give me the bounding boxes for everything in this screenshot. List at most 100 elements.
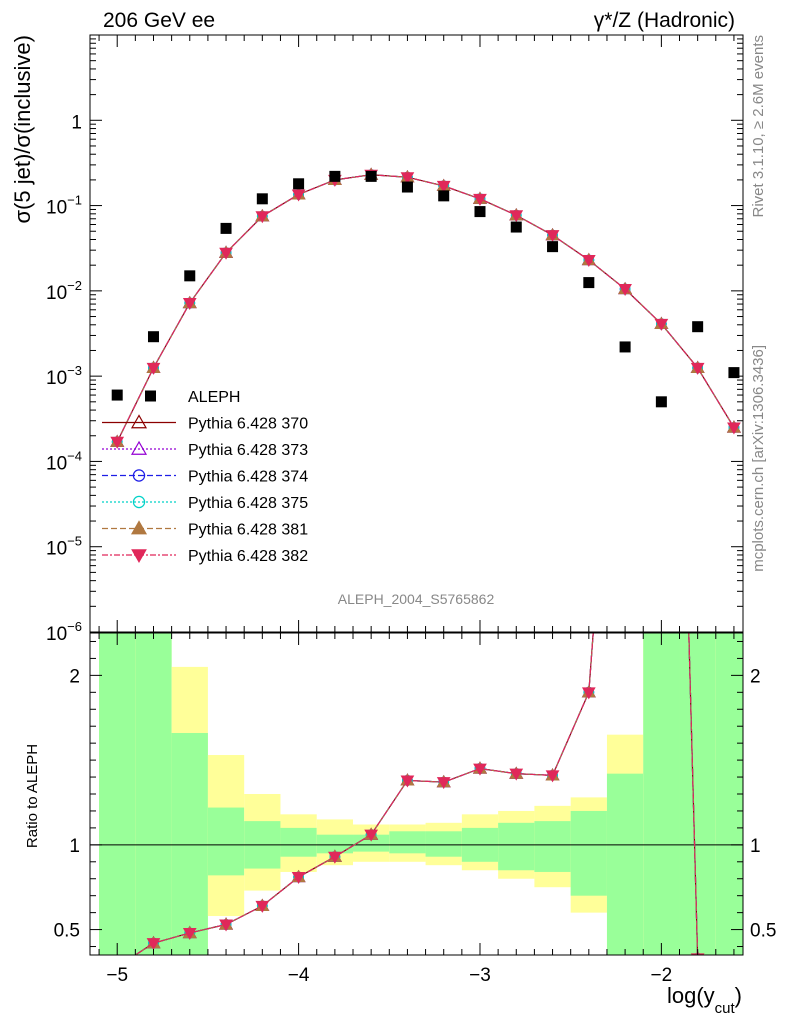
ratio-y-tick-label-right: 2 xyxy=(750,666,761,687)
ratio-marker xyxy=(219,919,233,932)
y-tick-label: 10−5 xyxy=(46,534,82,560)
ratio-y-tick-label: 0.5 xyxy=(54,921,80,942)
mc-marker xyxy=(509,210,524,223)
ratio-marker xyxy=(436,777,451,790)
data-point xyxy=(220,222,232,234)
y-tick-exponent: −4 xyxy=(67,448,82,463)
main-frame xyxy=(89,34,744,633)
x-axis-title: log(ycut) xyxy=(667,983,742,1017)
data-point xyxy=(365,170,377,182)
y-tick-exponent: −2 xyxy=(67,278,82,293)
data-point xyxy=(147,331,159,343)
legend-marker xyxy=(132,495,146,509)
data-point xyxy=(728,367,740,379)
ratio-marker xyxy=(146,938,161,951)
data-point xyxy=(583,277,595,289)
data-point xyxy=(692,321,704,333)
mc-marker xyxy=(473,193,487,206)
mc-marker xyxy=(291,189,306,202)
legend-label: Pythia 6.428 374 xyxy=(188,469,308,486)
ratio-marker xyxy=(581,687,596,700)
data-point xyxy=(474,206,486,218)
mc-marker xyxy=(182,298,197,311)
legend-marker-data xyxy=(145,390,156,402)
ratio-marker xyxy=(255,900,270,913)
y-tick-exponent: −1 xyxy=(67,193,82,208)
mc-marker xyxy=(436,180,451,193)
axes-ticks: −5 −4 −3 −2 10−6 10−5 10−4 10−3 10−2 10−1 1 0.5 0.5 1… xyxy=(46,35,776,986)
legend-label: ALEPH xyxy=(188,389,240,406)
y-tick-label: 10−2 xyxy=(46,278,82,304)
ratio-marker xyxy=(400,775,415,788)
mc-marker xyxy=(545,230,560,243)
mc-marker xyxy=(727,422,741,435)
green-band-bin xyxy=(353,834,390,852)
legend-marker xyxy=(132,469,146,482)
x-tick-label: −4 xyxy=(288,965,310,986)
legend-marker xyxy=(131,549,147,564)
legend-marker xyxy=(130,520,148,535)
data-point xyxy=(329,170,341,182)
data-point xyxy=(401,181,413,193)
legend-label: Pythia 6.428 373 xyxy=(188,442,308,459)
ratio-marker xyxy=(545,770,560,783)
ratio-marker xyxy=(328,851,342,864)
y-tick-exponent: −5 xyxy=(67,534,82,549)
mc-marker xyxy=(400,172,415,185)
mc-marker xyxy=(219,247,233,260)
data-point xyxy=(547,241,559,253)
legend-label: Pythia 6.428 370 xyxy=(188,416,308,433)
y-tick-label: 10−6 xyxy=(46,619,82,645)
ratio-y-tick-label: 2 xyxy=(69,666,80,687)
mc-marker xyxy=(654,318,669,331)
ratio-y-tick-label: 1 xyxy=(69,836,80,857)
ratio-y-tick-label-right: 0.5 xyxy=(750,921,776,942)
mc-line xyxy=(116,174,735,443)
main-curves xyxy=(110,167,741,449)
green-band-bin xyxy=(171,732,208,955)
mc-marker xyxy=(146,362,161,375)
data-point xyxy=(510,221,522,233)
green-band-bin xyxy=(135,633,172,955)
legend-label: Pythia 6.428 382 xyxy=(188,548,308,565)
y-tick-exponent: −3 xyxy=(67,363,82,378)
ratio-uncertainty-bands xyxy=(99,633,743,955)
green-band-bin xyxy=(679,633,716,955)
data-point xyxy=(619,341,631,353)
data-point xyxy=(256,193,268,205)
y-tick-label: 10−1 xyxy=(46,193,82,219)
ratio-marker xyxy=(364,829,379,842)
mc-marker xyxy=(255,211,270,224)
ratio-line xyxy=(134,633,699,955)
ratio-marker xyxy=(509,768,524,781)
y-tick-label: 1 xyxy=(71,112,82,133)
y-tick-label: 10−3 xyxy=(46,363,82,389)
ratio-y-tick-label-right: 1 xyxy=(750,836,761,857)
green-band-bin xyxy=(606,773,644,955)
main-data-points xyxy=(111,170,740,408)
main-y-axis-title: σ(5 jet)/σ(inclusive) xyxy=(10,35,35,224)
green-band-bin xyxy=(280,827,317,857)
mc-marker xyxy=(581,255,596,268)
data-point xyxy=(655,396,667,408)
ratio-curves xyxy=(134,633,705,955)
legend-marker xyxy=(130,414,148,429)
rivet-version-label: Rivet 3.1.10, ≥ 2.6M events xyxy=(750,35,767,218)
x-axis-subscript: cut xyxy=(715,1000,736,1017)
green-band-bin xyxy=(99,633,136,955)
x-tick-label: −3 xyxy=(469,965,491,986)
header-right-title: γ*/Z (Hadronic) xyxy=(594,9,735,32)
mc-marker xyxy=(110,436,125,449)
green-band-bin xyxy=(534,821,571,872)
green-band-bin xyxy=(715,633,743,955)
data-point xyxy=(111,389,123,401)
green-band-bin xyxy=(316,834,354,854)
green-band-bin xyxy=(389,831,426,854)
mc-marker xyxy=(618,284,632,297)
data-point xyxy=(293,178,305,190)
y-tick-exponent: −6 xyxy=(67,619,82,634)
ratio-marker xyxy=(473,763,487,776)
green-band-bin xyxy=(498,822,535,871)
data-point xyxy=(438,190,450,202)
